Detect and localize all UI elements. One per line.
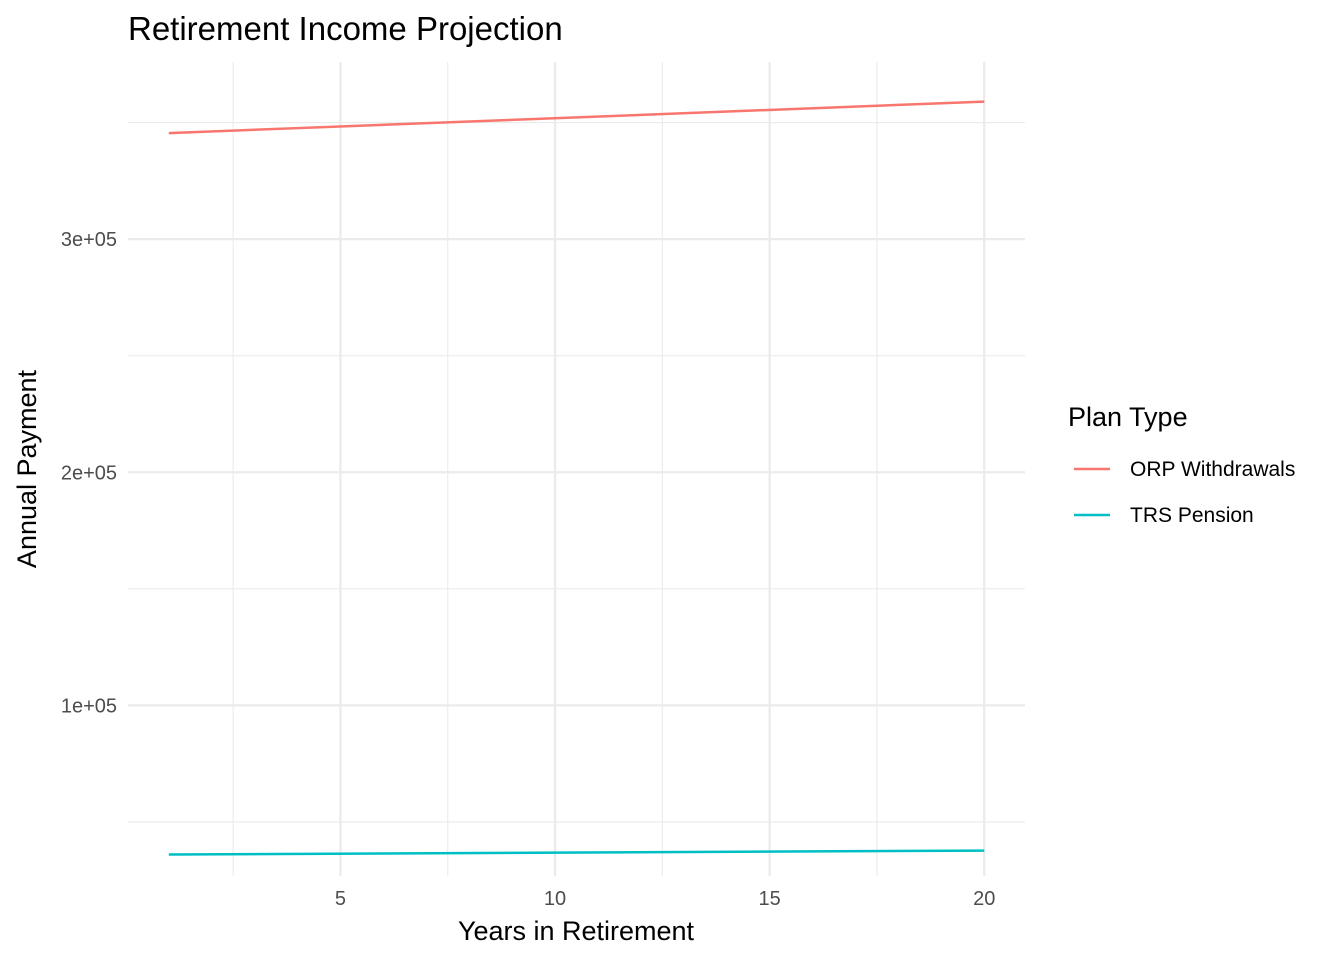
minor-gridlines bbox=[128, 62, 1025, 876]
y-tick-label: 3e+05 bbox=[61, 229, 117, 251]
y-axis-tick-labels: 1e+05 2e+05 3e+05 bbox=[61, 229, 117, 717]
y-tick-label: 2e+05 bbox=[61, 462, 117, 484]
x-axis-title: Years in Retirement bbox=[458, 916, 695, 946]
legend-title: Plan Type bbox=[1068, 402, 1188, 432]
legend: Plan Type ORP Withdrawals TRS Pension bbox=[1068, 402, 1295, 527]
series-line-trs-pension bbox=[168, 849, 985, 856]
y-axis-title: Annual Payment bbox=[12, 369, 42, 568]
major-gridlines bbox=[128, 62, 1025, 876]
x-tick-label: 20 bbox=[973, 888, 995, 910]
x-axis-tick-labels: 5 10 15 20 bbox=[335, 888, 995, 910]
series-line-orp-withdrawals bbox=[168, 100, 985, 135]
y-tick-label: 1e+05 bbox=[61, 695, 117, 717]
series-lines bbox=[168, 100, 985, 856]
x-tick-label: 5 bbox=[335, 888, 346, 910]
legend-label-trs-pension: TRS Pension bbox=[1130, 504, 1254, 527]
x-tick-label: 15 bbox=[759, 888, 781, 910]
legend-label-orp-withdrawals: ORP Withdrawals bbox=[1130, 458, 1295, 481]
x-tick-label: 10 bbox=[544, 888, 566, 910]
legend-items: ORP Withdrawals TRS Pension bbox=[1074, 458, 1295, 527]
chart-title: Retirement Income Projection bbox=[128, 10, 563, 47]
